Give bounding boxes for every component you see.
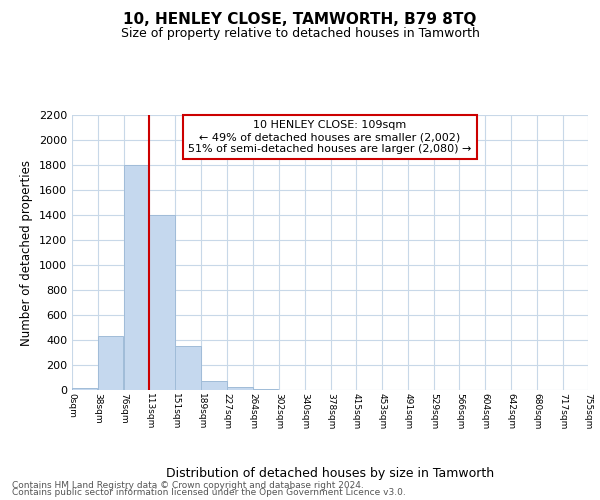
Text: 10 HENLEY CLOSE: 109sqm
← 49% of detached houses are smaller (2,002)
51% of semi: 10 HENLEY CLOSE: 109sqm ← 49% of detache… xyxy=(188,120,472,154)
Bar xyxy=(202,380,227,390)
Y-axis label: Number of detached properties: Number of detached properties xyxy=(20,160,34,346)
Text: Distribution of detached houses by size in Tamworth: Distribution of detached houses by size … xyxy=(166,467,494,480)
Text: Size of property relative to detached houses in Tamworth: Size of property relative to detached ho… xyxy=(121,28,479,40)
Text: 10, HENLEY CLOSE, TAMWORTH, B79 8TQ: 10, HENLEY CLOSE, TAMWORTH, B79 8TQ xyxy=(124,12,476,28)
Bar xyxy=(227,387,253,390)
Bar xyxy=(175,346,200,390)
Text: Contains public sector information licensed under the Open Government Licence v3: Contains public sector information licen… xyxy=(12,488,406,497)
Bar xyxy=(124,165,149,390)
Text: Contains HM Land Registry data © Crown copyright and database right 2024.: Contains HM Land Registry data © Crown c… xyxy=(12,480,364,490)
Bar xyxy=(149,215,175,390)
Bar xyxy=(98,336,124,390)
Bar xyxy=(72,388,97,390)
